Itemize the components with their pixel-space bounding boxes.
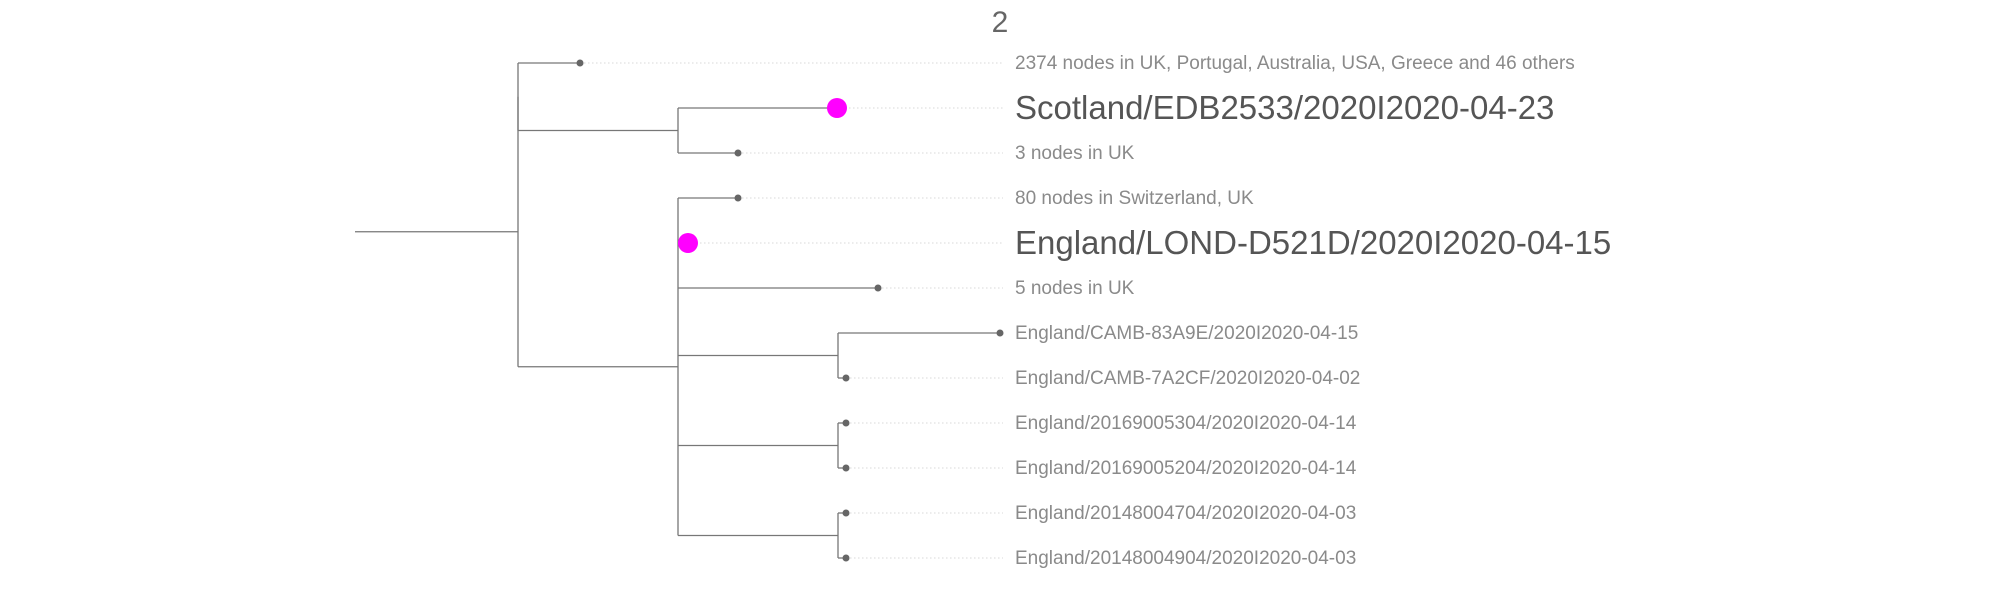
tip-node[interactable] xyxy=(842,419,850,427)
tip-node[interactable] xyxy=(842,554,850,562)
tip-node[interactable] xyxy=(842,509,850,517)
tip-label: England/20148004904/2020I2020-04-03 xyxy=(1015,548,1356,569)
tip-guide-lines xyxy=(580,62,1003,559)
tip-node[interactable] xyxy=(734,149,742,157)
tip-node[interactable] xyxy=(576,59,584,67)
highlighted-tip-label: England/LOND-D521D/2020I2020-04-15 xyxy=(1015,224,1611,261)
tip-label: 80 nodes in Switzerland, UK xyxy=(1015,188,1254,209)
highlighted-tip-node[interactable] xyxy=(678,233,698,253)
tree-branches xyxy=(355,62,1000,559)
tip-node[interactable] xyxy=(874,284,882,292)
highlighted-tip-label: Scotland/EDB2533/2020I2020-04-23 xyxy=(1015,89,1554,126)
tip-node[interactable] xyxy=(842,464,850,472)
tip-label: England/20169005304/2020I2020-04-14 xyxy=(1015,413,1357,434)
tip-label: England/CAMB-83A9E/2020I2020-04-15 xyxy=(1015,323,1358,344)
tip-label: 3 nodes in UK xyxy=(1015,143,1135,164)
tip-labels: 2374 nodes in UK, Portugal, Australia, U… xyxy=(1015,53,1611,569)
tip-nodes xyxy=(576,59,1004,562)
tip-label: England/20169005204/2020I2020-04-14 xyxy=(1015,458,1357,479)
tip-label: England/20148004704/2020I2020-04-03 xyxy=(1015,503,1356,524)
tip-label: 5 nodes in UK xyxy=(1015,278,1135,299)
tip-label: 2374 nodes in UK, Portugal, Australia, U… xyxy=(1015,53,1575,74)
tip-node[interactable] xyxy=(734,194,742,202)
tree-title: 2 xyxy=(992,6,1009,39)
tip-label: England/CAMB-7A2CF/2020I2020-04-02 xyxy=(1015,368,1360,389)
highlighted-tip-node[interactable] xyxy=(827,98,847,118)
tip-node[interactable] xyxy=(996,329,1004,337)
tip-node[interactable] xyxy=(842,374,850,382)
